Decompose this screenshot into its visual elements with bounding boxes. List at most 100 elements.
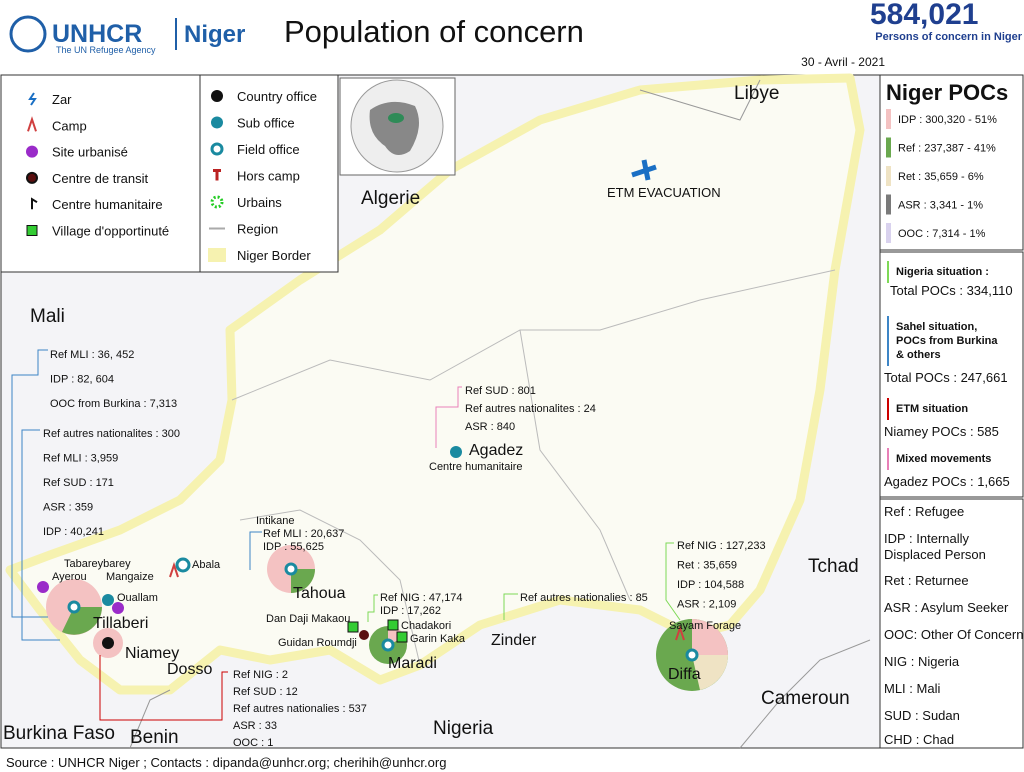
pie-slice — [291, 569, 315, 593]
poc-label: Ref : 237,387 - 41% — [898, 143, 996, 155]
situation-bar — [887, 261, 889, 283]
legend-label: Zar — [52, 92, 72, 107]
country-office — [102, 637, 114, 649]
border-line — [739, 639, 871, 749]
situation-name: Nigeria situation : — [896, 266, 989, 278]
situation-name: Mixed movements — [896, 453, 991, 465]
leader — [435, 386, 462, 448]
legend-icon — [210, 195, 224, 209]
situation-total: Total POCs : 334,110 — [890, 283, 1013, 298]
country: Nigeria — [433, 718, 494, 739]
country: Algerie — [361, 188, 420, 209]
place: Chadakori — [401, 620, 451, 632]
site-urbanise — [37, 581, 49, 593]
abbreviation: NIG : Nigeria — [884, 654, 960, 669]
country: Cameroun — [761, 688, 850, 709]
callout-line: ASR : 2,109 — [677, 599, 736, 611]
place: Dan Daji Makaou — [266, 613, 350, 625]
total: 584,021 — [870, 0, 978, 31]
place: Ayerou — [52, 571, 87, 583]
niger-inset — [388, 113, 404, 123]
country: Benin — [130, 727, 179, 748]
callout-line: Ret : 35,659 — [677, 560, 737, 572]
situation-name: ETM situation — [896, 403, 968, 415]
place: Sayam Forage — [669, 620, 741, 632]
abbreviation: SUD : Sudan — [884, 708, 960, 723]
poc-label: Ret : 35,659 - 6% — [898, 171, 984, 183]
region: Dosso — [167, 661, 212, 678]
legend-label: Urbains — [237, 195, 282, 210]
legend-icon — [26, 171, 38, 184]
legend-icon — [26, 225, 38, 236]
region: Agadez — [469, 442, 523, 459]
abbreviation: IDP : Internally Displaced Person — [884, 531, 986, 562]
place: Tabareybarey — [64, 558, 131, 570]
niger-border — [5, 73, 865, 695]
place: Garin Kaka — [410, 633, 466, 645]
place: Intikane — [256, 515, 295, 527]
abbreviation: Ret : Returnee — [884, 573, 969, 588]
legend-label: Centre de transit — [52, 171, 148, 186]
abbreviation: Ref : Refugee — [884, 504, 964, 519]
africa — [369, 101, 419, 155]
poc-swatch — [886, 194, 891, 215]
pie-slice — [62, 607, 102, 635]
village — [347, 621, 359, 633]
leader — [21, 429, 60, 641]
legend-label: Centre humanitaire — [52, 197, 163, 212]
icons — [37, 159, 699, 662]
legend-label: Region — [237, 222, 278, 237]
leader — [99, 655, 228, 721]
poc-swatch — [886, 166, 891, 186]
callout-line: IDP : 55,625 — [263, 541, 324, 553]
logo: UNHCR — [52, 20, 142, 48]
legend-icon — [211, 116, 223, 129]
region: Zinder — [491, 632, 537, 649]
pie-slice — [692, 655, 728, 690]
callout-line: Ref SUD : 801 — [465, 385, 536, 397]
logo-emblem — [9, 15, 47, 53]
callout-line: Ref NIG : 2 — [233, 669, 288, 681]
border-line — [639, 79, 761, 121]
legend-box — [0, 74, 339, 273]
callout-line: Ref NIG : 127,233 — [677, 540, 766, 552]
callout-line: IDP : 104,588 — [677, 579, 744, 591]
region-line — [519, 329, 631, 601]
leader — [249, 531, 262, 570]
place: Mangaize — [106, 571, 154, 583]
legend-icon — [28, 92, 37, 106]
region: Diffa — [668, 666, 701, 683]
field-office — [381, 638, 395, 652]
legend-label: Hors camp — [237, 169, 300, 184]
callout-line: ASR : 359 — [43, 502, 93, 514]
callout-line: Ref NIG : 47,174 — [380, 592, 463, 604]
title: Population of concern — [284, 14, 584, 49]
callout-line: ASR : 840 — [465, 421, 515, 433]
plane — [631, 159, 657, 181]
leader — [11, 349, 48, 618]
place: Ouallam — [117, 592, 158, 604]
country: Burkina Faso — [3, 723, 115, 744]
legend-icon — [27, 116, 37, 132]
place: Centre humanitaire — [429, 461, 523, 473]
legend-label: Field office — [237, 142, 300, 157]
abbreviation: OOC: Other Of Concern — [884, 627, 1023, 642]
leader — [503, 593, 518, 620]
poc-label: OOC : 7,314 - 1% — [898, 228, 986, 240]
place: Abala — [192, 559, 221, 571]
abbreviation: MLI : Mali — [884, 681, 940, 696]
village — [396, 631, 408, 643]
leader — [665, 542, 681, 621]
field-office — [67, 600, 81, 614]
situation-bar — [887, 316, 889, 366]
place: Guidan Roumdji — [278, 637, 357, 649]
date: 30 - Avril - 2021 — [801, 55, 885, 69]
situation-bar — [887, 398, 889, 420]
callouts: Ref MLI : 36, 452 IDP : 82, 604 OOC from B… — [43, 349, 766, 749]
legend-label: Site urbanisé — [52, 145, 128, 160]
region: Tahoua — [293, 585, 346, 602]
panel: Niger POCs IDP : 300,320 - 51% Ref : 237,… — [879, 74, 1024, 749]
callout-line: Ref MLI : 20,637 — [263, 528, 344, 540]
header: UNHCR Niger The UN Refugee Agency Popula… — [9, 0, 1023, 69]
